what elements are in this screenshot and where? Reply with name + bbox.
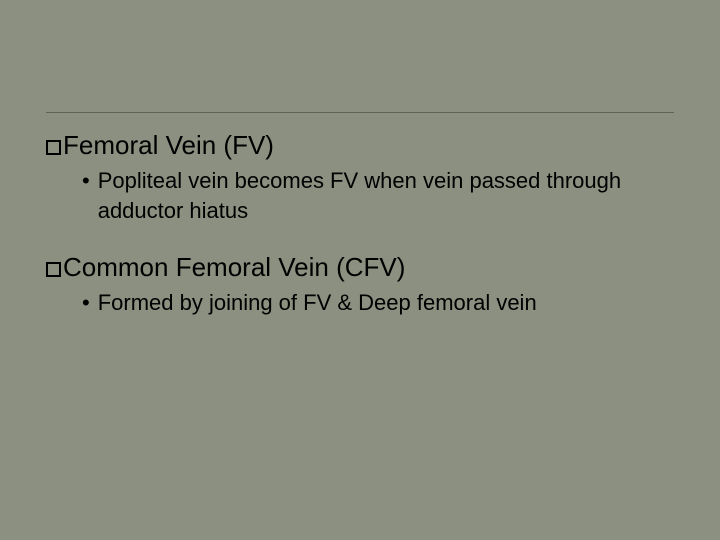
section-1: Femoral Vein (FV) • Popliteal vein becom… [46, 128, 674, 226]
heading-2-text: Common Femoral Vein (CFV) [63, 252, 405, 282]
subpoint-1: • Popliteal vein becomes FV when vein pa… [46, 166, 674, 226]
slide: Femoral Vein (FV) • Popliteal vein becom… [0, 0, 720, 540]
dot-bullet-icon: • [82, 166, 90, 226]
section-2: Common Femoral Vein (CFV) • Formed by jo… [46, 250, 674, 318]
content-area: Femoral Vein (FV) • Popliteal vein becom… [46, 128, 674, 342]
heading-1: Femoral Vein (FV) [46, 128, 674, 162]
dot-bullet-icon: • [82, 288, 90, 318]
subpoint-2-text: Formed by joining of FV & Deep femoral v… [98, 288, 674, 318]
subpoint-1-text: Popliteal vein becomes FV when vein pass… [98, 166, 674, 226]
square-bullet-icon [46, 262, 61, 277]
divider-line [46, 112, 674, 113]
heading-2: Common Femoral Vein (CFV) [46, 250, 674, 284]
square-bullet-icon [46, 140, 61, 155]
heading-1-text: Femoral Vein (FV) [63, 130, 274, 160]
subpoint-2: • Formed by joining of FV & Deep femoral… [46, 288, 674, 318]
